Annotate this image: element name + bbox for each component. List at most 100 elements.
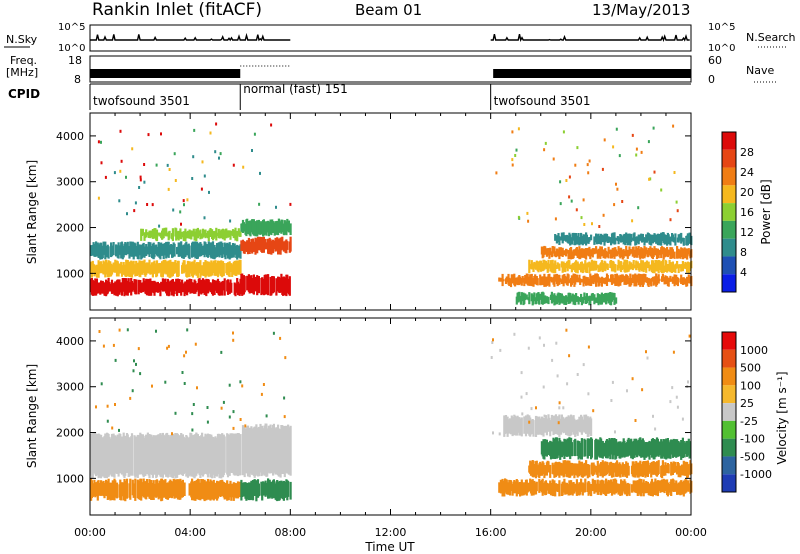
heatmap-speck <box>602 213 605 217</box>
heatmap-cell <box>243 427 246 478</box>
heatmap-speck <box>113 171 116 175</box>
heatmap-speck <box>558 406 561 410</box>
heatmap-cell <box>163 227 166 236</box>
heatmap-speck <box>514 154 517 157</box>
heatmap-cell <box>168 245 171 255</box>
heatmap-speck <box>183 354 186 358</box>
heatmap-speck <box>648 177 651 181</box>
heatmap-cell <box>181 479 184 497</box>
heatmap-cell <box>552 263 555 274</box>
heatmap-cell <box>632 461 635 478</box>
heatmap-cell <box>153 435 156 475</box>
noise-left-tick-top: 10^5 <box>58 22 85 33</box>
heatmap-speck <box>183 382 186 385</box>
heatmap-speck <box>259 171 261 175</box>
heatmap-cell <box>153 483 156 497</box>
heatmap-cell <box>658 278 661 282</box>
heatmap-cell <box>252 274 255 295</box>
heatmap-cell <box>120 436 124 475</box>
heatmap-cell <box>585 414 588 434</box>
heatmap-speck <box>672 124 675 128</box>
heatmap-speck <box>232 163 235 167</box>
heatmap-cell <box>629 248 632 255</box>
power-heatmap <box>90 122 693 306</box>
heatmap-cell <box>211 279 215 296</box>
heatmap-cell <box>129 478 132 500</box>
heatmap-cell <box>524 275 527 282</box>
freq-label-line2: [MHz] <box>6 66 38 79</box>
heatmap-cell <box>633 232 636 242</box>
heatmap-cell <box>637 246 640 256</box>
heatmap-speck <box>181 371 184 374</box>
heatmap-cell <box>595 483 598 493</box>
heatmap-cell <box>639 273 642 287</box>
heatmap-cell <box>640 482 644 494</box>
heatmap-speck <box>284 356 287 360</box>
heatmap-cell <box>605 461 609 475</box>
heatmap-cell <box>593 236 596 245</box>
heatmap-cell <box>289 223 292 235</box>
noise-sky-label: N.Sky <box>6 33 38 46</box>
heatmap-cell <box>551 246 554 254</box>
heatmap-cell <box>247 482 250 501</box>
heatmap-speck <box>635 147 638 151</box>
heatmap-cell <box>630 484 634 493</box>
heatmap-speck <box>611 380 614 384</box>
heatmap-cell <box>669 275 672 282</box>
heatmap-cell <box>663 234 666 245</box>
heatmap-cell <box>236 230 239 242</box>
heatmap-cell <box>126 241 129 255</box>
heatmap-speck <box>556 374 559 378</box>
heatmap-speck <box>126 328 129 332</box>
heatmap-cell <box>623 440 626 458</box>
heatmap-cell <box>630 278 633 286</box>
heatmap-cell <box>103 482 106 499</box>
heatmap-cell <box>240 240 243 251</box>
heatmap-cell <box>650 234 653 246</box>
heatmap-cell <box>248 242 251 254</box>
heatmap-cell <box>560 463 563 476</box>
heatmap-speck <box>98 330 101 333</box>
heatmap-cell <box>287 427 290 475</box>
heatmap-cell <box>682 263 685 269</box>
heatmap-speck <box>641 388 644 392</box>
heatmap-cell <box>612 278 615 284</box>
date-label: 13/May/2013 <box>592 1 690 19</box>
heatmap-cell <box>617 483 620 495</box>
colorbar-tick-label: 25 <box>740 397 754 410</box>
freq-block-1 <box>90 69 241 78</box>
heatmap-speck <box>201 160 204 164</box>
heatmap-cell <box>188 483 191 496</box>
heatmap-cell <box>667 484 670 493</box>
heatmap-speck <box>544 141 547 145</box>
heatmap-speck <box>191 412 194 416</box>
heatmap-speck <box>495 171 498 175</box>
heatmap-cell <box>499 479 502 494</box>
heatmap-speck <box>196 386 198 390</box>
colorbar-cell <box>722 403 736 421</box>
heatmap-cell <box>207 231 210 242</box>
heatmap-speck <box>511 158 514 162</box>
heatmap-cell <box>574 420 577 437</box>
heatmap-cell <box>614 264 617 273</box>
heatmap-cell <box>524 293 527 301</box>
heatmap-cell <box>569 293 572 304</box>
heatmap-speck <box>106 419 109 423</box>
heatmap-speck <box>229 219 232 223</box>
velocity-panel: Slant Range [km] 1000 2000 3000 4000 1000 50… <box>25 317 789 516</box>
heatmap-cell <box>100 280 103 294</box>
colorbar-cell <box>722 238 736 257</box>
heatmap-cell <box>635 440 639 458</box>
heatmap-speck <box>491 341 494 344</box>
heatmap-cell <box>597 464 600 473</box>
heatmap-speck <box>669 218 672 222</box>
heatmap-cell <box>558 263 561 271</box>
colorbar-cell <box>722 185 736 204</box>
heatmap-cell <box>100 481 104 496</box>
heatmap-speck <box>592 409 595 413</box>
heatmap-speck <box>513 332 516 336</box>
heatmap-cell <box>171 228 174 242</box>
heatmap-cell <box>680 232 683 244</box>
heatmap-cell <box>141 228 144 236</box>
heatmap-cell <box>672 479 675 492</box>
